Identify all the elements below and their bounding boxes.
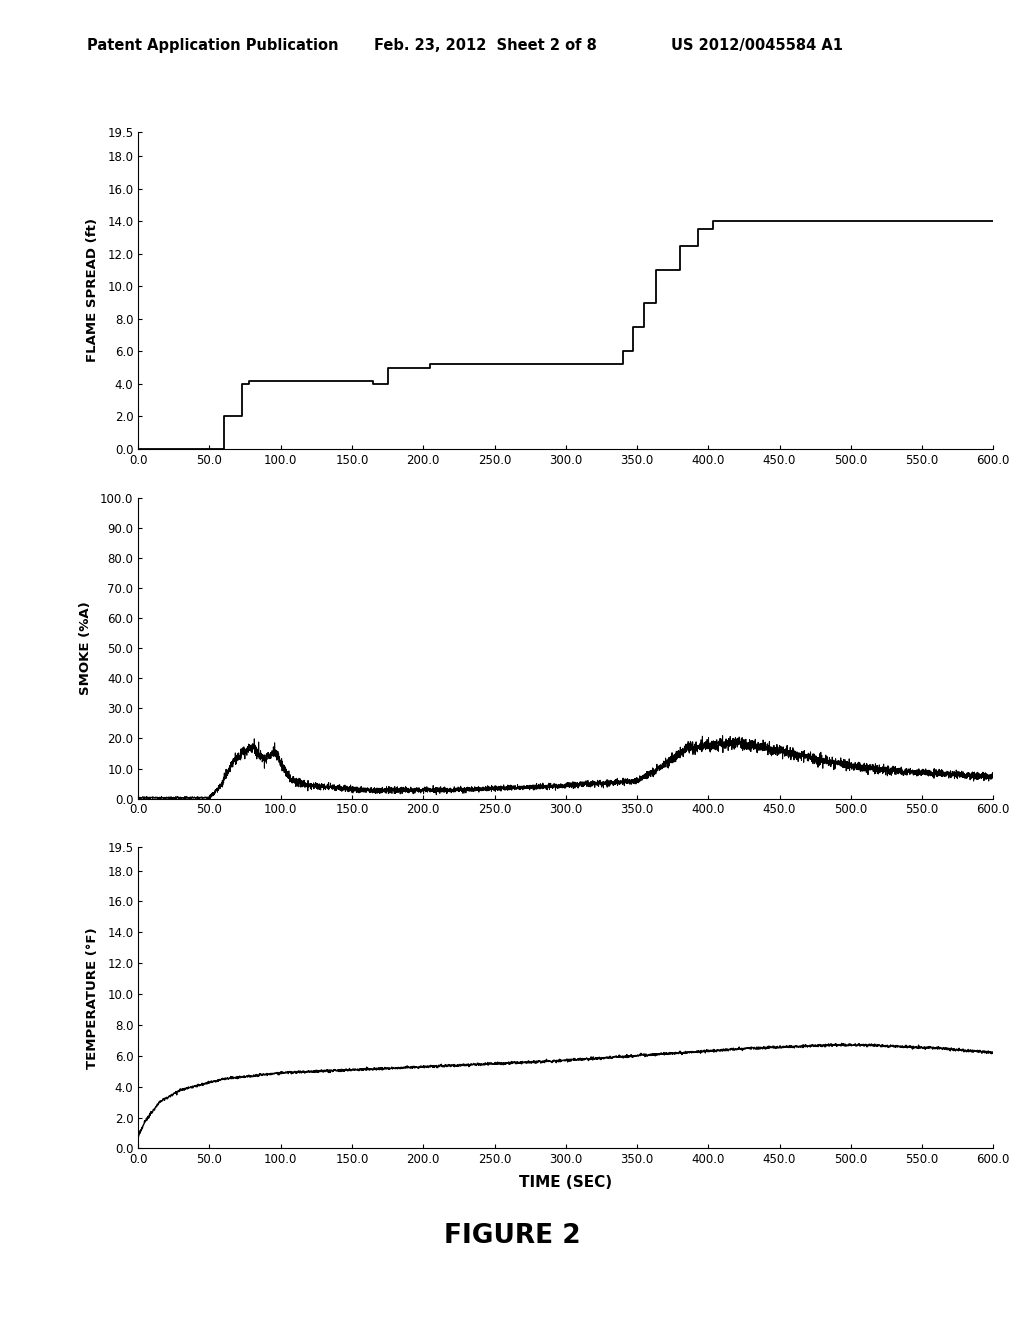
Y-axis label: TEMPERATURE (°F): TEMPERATURE (°F) bbox=[86, 927, 99, 1069]
Text: FIGURE 2: FIGURE 2 bbox=[443, 1224, 581, 1250]
Text: US 2012/0045584 A1: US 2012/0045584 A1 bbox=[671, 38, 843, 53]
Y-axis label: SMOKE (%A): SMOKE (%A) bbox=[79, 601, 92, 696]
Y-axis label: FLAME SPREAD (ft): FLAME SPREAD (ft) bbox=[86, 218, 99, 363]
Text: Feb. 23, 2012  Sheet 2 of 8: Feb. 23, 2012 Sheet 2 of 8 bbox=[374, 38, 597, 53]
X-axis label: TIME (SEC): TIME (SEC) bbox=[519, 1175, 612, 1189]
Text: Patent Application Publication: Patent Application Publication bbox=[87, 38, 339, 53]
